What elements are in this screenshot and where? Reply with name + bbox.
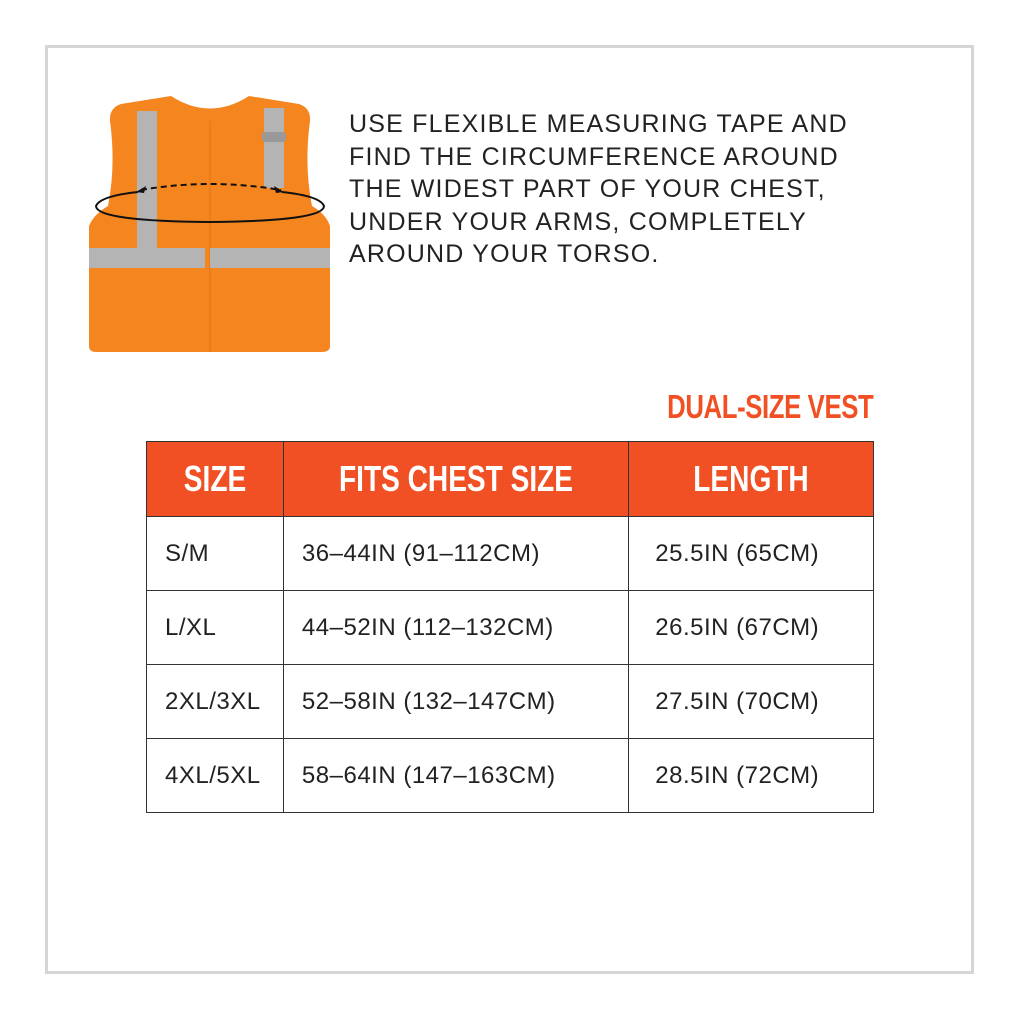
instruction-line: FIND THE CIRCUMFERENCE AROUND — [349, 142, 839, 171]
cell-chest: 52–58IN (132–147CM) — [282, 664, 630, 739]
header-chest: FITS CHEST SIZE — [282, 441, 630, 517]
table-row: S/M 36–44IN (91–112CM) 25.5IN (65CM) — [146, 516, 874, 591]
cell-size: L/XL — [146, 590, 284, 665]
instruction-line: AROUND YOUR TORSO. — [349, 240, 660, 268]
table-row: L/XL 44–52IN (112–132CM) 26.5IN (67CM) — [146, 590, 874, 665]
instruction-line: UNDER YOUR ARMS, COMPLETELY — [349, 207, 807, 236]
instruction-line: THE WIDEST PART OF YOUR CHEST, — [349, 175, 826, 203]
cell-chest: 36–44IN (91–112CM) — [282, 516, 630, 591]
cell-size: S/M — [146, 516, 284, 591]
cell-length: 25.5IN (65CM) — [628, 516, 874, 591]
cell-length: 28.5IN (72CM) — [628, 738, 874, 813]
table-row: 2XL/3XL 52–58IN (132–147CM) 27.5IN (70CM… — [146, 664, 874, 739]
cell-size: 4XL/5XL — [146, 738, 284, 813]
cell-length: 27.5IN (70CM) — [628, 664, 874, 739]
header-length: LENGTH — [628, 441, 874, 517]
table-title: DUAL-SIZE VEST — [666, 388, 874, 425]
size-table: SIZE FITS CHEST SIZE LENGTH S/M 36–44IN … — [146, 441, 874, 813]
instruction-line: USE FLEXIBLE MEASURING TAPE AND — [349, 110, 848, 138]
measuring-instructions: USE FLEXIBLE MEASURING TAPE AND FIND THE… — [349, 108, 909, 271]
header-size: SIZE — [146, 441, 284, 517]
cell-size: 2XL/3XL — [146, 664, 284, 739]
safety-vest-measuring-icon — [89, 96, 330, 352]
cell-chest: 44–52IN (112–132CM) — [282, 590, 630, 665]
cell-length: 26.5IN (67CM) — [628, 590, 874, 665]
table-header-row: SIZE FITS CHEST SIZE LENGTH — [146, 441, 874, 517]
table-row: 4XL/5XL 58–64IN (147–163CM) 28.5IN (72CM… — [146, 738, 874, 813]
cell-chest: 58–64IN (147–163CM) — [282, 738, 630, 813]
